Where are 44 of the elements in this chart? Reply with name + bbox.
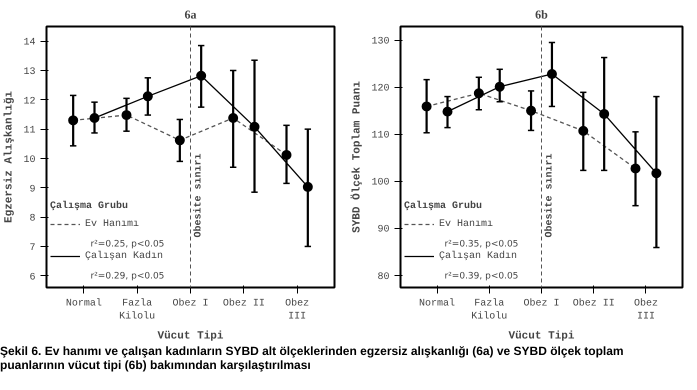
y-tick-label: 7 xyxy=(30,242,36,254)
x-tick-label: Normal xyxy=(66,298,102,310)
chart-title: 6a xyxy=(184,8,196,22)
annotation: r²=0.29, p<0.05 xyxy=(90,272,164,282)
x-tick-label: Obez III xyxy=(285,298,310,323)
chart-title: 6b xyxy=(535,8,548,22)
y-tick-label: 80 xyxy=(378,272,390,283)
y-tick-label: 10 xyxy=(24,154,36,166)
legend-label: Çalışan Kadın xyxy=(85,250,164,263)
y-tick-label: 120 xyxy=(371,84,390,95)
legend-title: Çalışma Grubu xyxy=(404,201,484,212)
legend-title: Çalışma Grubu xyxy=(50,201,130,212)
x-tick-label: Obez I xyxy=(172,298,209,310)
y-tick-label: 9 xyxy=(30,184,36,196)
y-tick-label: 14 xyxy=(24,38,36,49)
y-axis-title: SYBD Ölçek Toplam Puanı xyxy=(350,80,364,233)
y-tick-label: 130 xyxy=(371,36,390,48)
annotation: r²=0.39, p<0.05 xyxy=(444,272,518,282)
ref-line-label: Obesite sınırı xyxy=(544,153,556,238)
x-axis-title: Vücut Tipi xyxy=(157,330,224,343)
y-tick-label: 12 xyxy=(24,96,36,108)
y-tick-label: 6 xyxy=(30,272,36,284)
y-axis-title: Egzersiz Alışkanlığı xyxy=(4,90,16,224)
x-axis-title: Vücut Tipi xyxy=(508,330,575,343)
legend-label: Ev Hanımı xyxy=(85,218,140,231)
legend-label: Çalışan Kadın xyxy=(439,250,518,263)
x-tick-label: Fazla Kilolu xyxy=(471,298,508,323)
annotation: r²=0.35, p<0.05 xyxy=(444,240,518,250)
x-tick-label: Normal xyxy=(419,298,456,310)
y-tick-label: 100 xyxy=(371,178,390,189)
legend-label: Ev Hanımı xyxy=(439,218,494,231)
x-tick-label: Obez I xyxy=(523,298,560,310)
y-tick-label: 11 xyxy=(24,126,36,137)
annotation: r²=0.25, p<0.05 xyxy=(90,240,164,250)
ref-line-label: Obesite sınırı xyxy=(192,153,204,238)
x-tick-label: Obez II xyxy=(572,298,615,310)
y-tick-label: 13 xyxy=(24,66,36,78)
y-tick-label: 8 xyxy=(30,214,36,225)
x-tick-label: Fazla Kilolu xyxy=(119,298,156,323)
x-tick-label: Obez III xyxy=(634,298,658,323)
y-tick-label: 90 xyxy=(378,224,390,236)
y-tick-label: 110 xyxy=(371,130,390,142)
x-tick-label: Obez II xyxy=(222,298,265,310)
text: Şekil 6. Ev hanımı ve çalışan kadınların SYBD alt ölçeklerinden egzersiz alışkanlığı (6a) ve SYBD ölçek toplam puanlarının vücut tipi (6b) bakımından karşılaştırılması xyxy=(0,344,625,373)
